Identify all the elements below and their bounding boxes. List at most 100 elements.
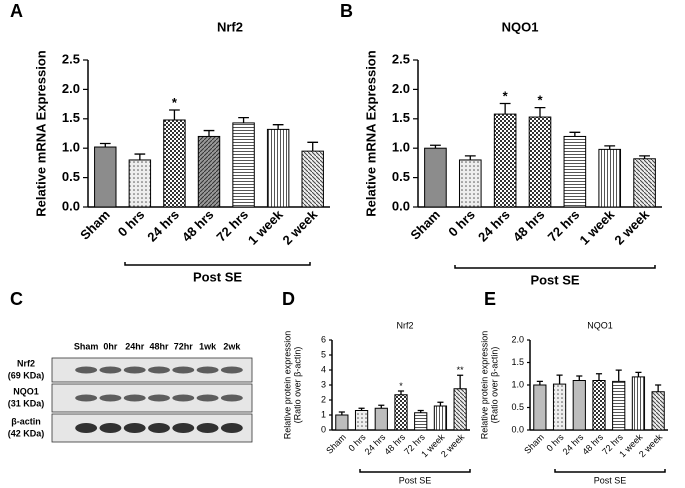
y-tick-label: 1.5 [392,110,410,125]
x-tick-label: Sham [324,432,348,456]
bar [453,388,467,431]
error-bar [604,145,616,150]
band [220,423,243,433]
significance: * [172,95,178,110]
band [172,366,195,374]
y-tick-label: 0.5 [392,169,410,184]
y-axis-label: (Ratio over β-actin) [489,347,499,424]
error-bar [430,144,441,149]
x-tick-label: 0 hrs [445,207,478,240]
error-bar [569,131,581,137]
x-tick-label: 1 week [576,206,617,247]
y-axis-label: Relative protein expression [282,331,292,440]
band [99,394,122,402]
error-bar [437,401,444,406]
bar [552,383,567,431]
band [75,394,98,402]
bar [493,113,517,208]
x-tick-label: 2 week [611,206,652,247]
chart-panel: E NQO1 Relative protein expression (Ratio o… [479,289,668,485]
x-tick-label: 48 hrs [382,432,407,457]
bar [631,376,646,431]
band [99,366,122,374]
y-tick-label: 4 [321,364,326,374]
chart-title: Nrf2 [217,19,243,34]
bar [651,391,665,431]
y-tick-label: 1.0 [392,140,410,155]
x-tick-label: 24 hrs [363,432,388,457]
panel-label: E [484,289,496,309]
band [172,423,195,433]
band [196,423,219,433]
error-bar [307,141,319,152]
error-bar [464,155,476,160]
error-bar [417,409,424,413]
y-tick-label: 2.5 [392,51,410,66]
bar [354,410,369,431]
error-bar [635,371,642,377]
group-bracket [554,469,666,473]
error-bar [499,102,511,115]
group-label: Post SE [399,475,432,485]
group-label: Post SE [594,475,627,485]
row-name: β-actin [11,416,41,426]
bar [335,414,349,431]
error-bar [99,142,111,148]
error-bar [338,411,345,415]
x-tick-label: 48 hrs [580,432,605,457]
error-bar [534,106,546,118]
x-tick-label: 48 hrs [510,207,548,245]
band [220,394,243,402]
row-size: (42 KDa) [8,428,45,438]
chart-title: NQO1 [502,19,539,34]
bar [433,405,448,431]
error-bar [397,390,405,395]
y-tick-label: 1 [321,409,326,419]
band [123,366,146,374]
row-name: NQO1 [13,386,39,396]
bar [374,407,388,431]
error-bar [272,124,284,130]
error-bar [169,109,180,120]
group-label: Post SE [193,269,242,284]
x-tick-label: 72 hrs [545,207,583,245]
group-bracket [359,469,471,473]
lane-label: 0hr [103,341,118,351]
bar [128,159,152,208]
chart-title: Nrf2 [396,320,413,330]
y-tick-label: 0.5 [62,169,80,184]
bar [301,150,324,208]
band [123,394,146,402]
lane-label: 72hr [174,341,194,351]
lane-label: 1wk [199,341,217,351]
panel-label: A [10,1,23,21]
lane-label: 2wk [223,341,241,351]
error-bar [203,129,215,137]
y-tick-label: 0.5 [511,402,524,412]
band [123,423,146,433]
band [148,366,170,374]
y-tick-label: 1.5 [511,357,524,367]
y-tick-label: 1.0 [62,140,80,155]
bar [266,128,290,208]
panel-label: D [282,289,295,309]
error-bar [358,407,365,411]
y-tick-label: 0.0 [511,424,524,434]
y-tick-label: 0.0 [392,198,410,213]
band [75,366,98,374]
bar [612,380,626,431]
chart-panel: D Nrf2 Relative protein expression (Ratio o… [282,289,471,485]
error-bar [655,384,662,392]
y-axis-label: Relative mRNA Expression [33,50,48,216]
x-tick-label: 0 hrs [115,207,148,240]
error-bar [536,380,543,385]
bar [163,119,186,208]
y-tick-label: 1.5 [62,110,80,125]
significance: * [537,93,543,108]
bar [424,147,447,208]
error-bar [457,374,464,389]
x-tick-label: 24 hrs [144,207,182,245]
y-tick-label: 2.0 [62,81,80,96]
error-bar [556,374,563,385]
lane-label: 24hr [125,341,145,351]
